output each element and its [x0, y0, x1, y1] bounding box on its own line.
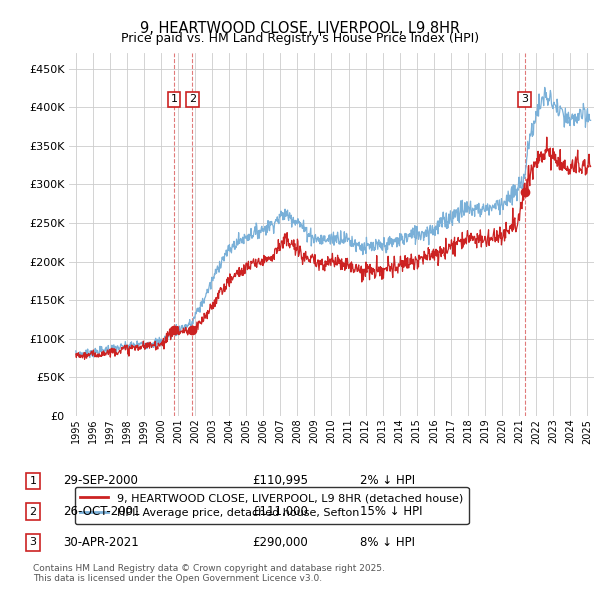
Text: 30-APR-2021: 30-APR-2021 [63, 536, 139, 549]
Text: 26-OCT-2001: 26-OCT-2001 [63, 505, 140, 518]
Text: 3: 3 [29, 537, 37, 547]
Text: 8% ↓ HPI: 8% ↓ HPI [360, 536, 415, 549]
Text: 9, HEARTWOOD CLOSE, LIVERPOOL, L9 8HR: 9, HEARTWOOD CLOSE, LIVERPOOL, L9 8HR [140, 21, 460, 35]
Text: 15% ↓ HPI: 15% ↓ HPI [360, 505, 422, 518]
Text: £110,995: £110,995 [252, 474, 308, 487]
Text: 1: 1 [29, 476, 37, 486]
Text: 2% ↓ HPI: 2% ↓ HPI [360, 474, 415, 487]
Legend: 9, HEARTWOOD CLOSE, LIVERPOOL, L9 8HR (detached house), HPI: Average price, deta: 9, HEARTWOOD CLOSE, LIVERPOOL, L9 8HR (d… [74, 487, 469, 524]
Text: 1: 1 [170, 94, 178, 104]
Text: 2: 2 [29, 507, 37, 516]
Text: 3: 3 [521, 94, 528, 104]
Text: £290,000: £290,000 [252, 536, 308, 549]
Text: 2: 2 [188, 94, 196, 104]
Text: £111,000: £111,000 [252, 505, 308, 518]
Text: Contains HM Land Registry data © Crown copyright and database right 2025.
This d: Contains HM Land Registry data © Crown c… [33, 563, 385, 583]
Text: Price paid vs. HM Land Registry's House Price Index (HPI): Price paid vs. HM Land Registry's House … [121, 32, 479, 45]
Text: 29-SEP-2000: 29-SEP-2000 [63, 474, 138, 487]
